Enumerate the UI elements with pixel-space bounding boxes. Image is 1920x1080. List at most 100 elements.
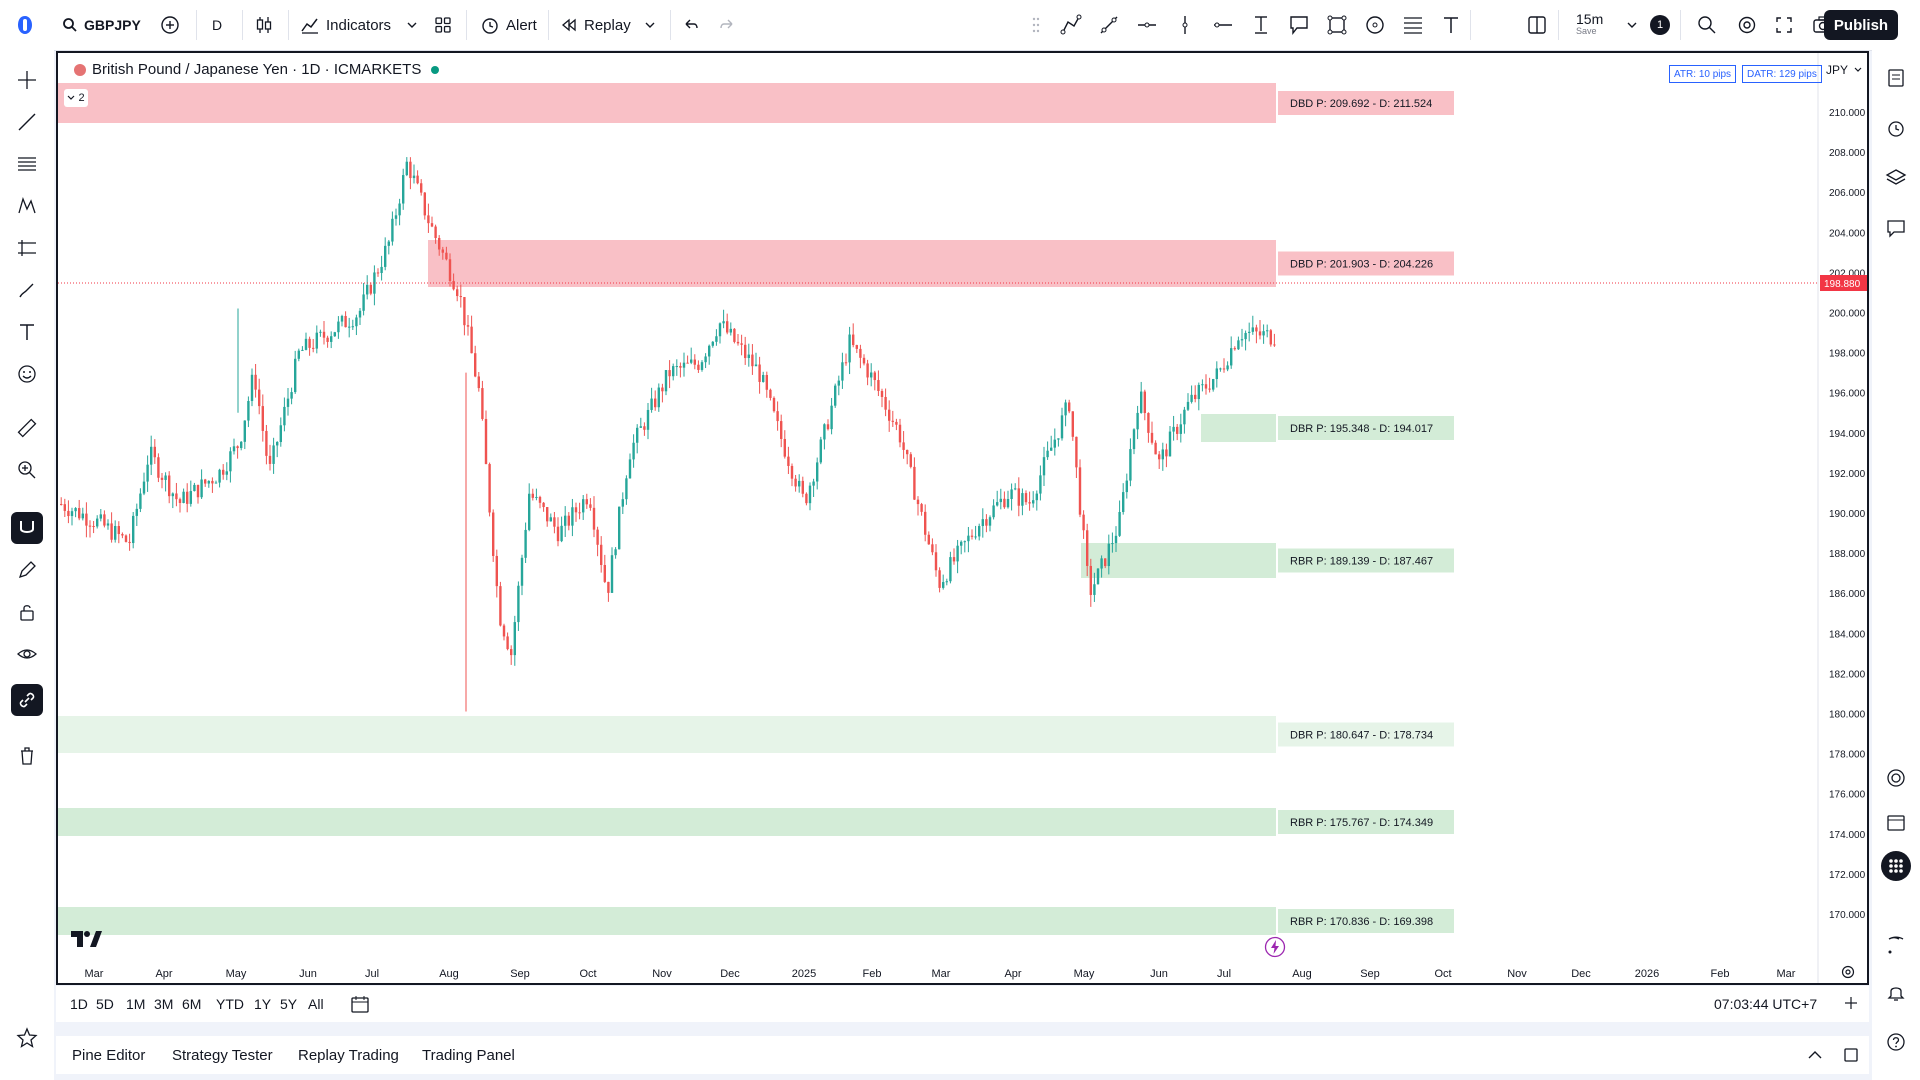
layout-icon[interactable] — [1526, 11, 1548, 39]
target-icon[interactable] — [1880, 762, 1912, 794]
templates-button[interactable] — [434, 11, 452, 39]
zoom-in-icon[interactable] — [11, 454, 43, 486]
magnet-icon[interactable] — [11, 512, 43, 544]
alert-button[interactable]: Alert — [480, 11, 537, 39]
range-button-1d[interactable]: 1D — [70, 996, 88, 1012]
path-tool-icon[interactable] — [1060, 11, 1082, 39]
text-tool-icon[interactable] — [1440, 11, 1462, 39]
fullscreen-icon[interactable] — [1774, 11, 1794, 39]
eye-icon[interactable] — [11, 638, 43, 670]
watchlist-star-icon[interactable] — [11, 1022, 43, 1054]
pattern-tool-icon[interactable] — [11, 190, 43, 222]
candles-icon — [254, 15, 274, 35]
zone-rect[interactable] — [428, 240, 1276, 287]
redo-button[interactable] — [718, 11, 736, 39]
apps-grid-icon[interactable] — [1880, 850, 1912, 882]
alerts-clock-icon[interactable] — [1880, 112, 1912, 144]
symbol-search[interactable]: GBPJPY — [62, 11, 141, 39]
lock-icon[interactable] — [11, 596, 43, 628]
zone-rect[interactable] — [58, 808, 1276, 836]
range-button-5y[interactable]: 5Y — [280, 996, 298, 1012]
watchlist-icon[interactable] — [1880, 62, 1912, 94]
zone-rect[interactable] — [1201, 414, 1276, 442]
fib-tool-icon[interactable] — [11, 148, 43, 180]
forecast-tool-icon[interactable] — [11, 232, 43, 264]
emoji-icon[interactable] — [11, 358, 43, 390]
calendar-icon[interactable] — [1880, 806, 1912, 838]
horizontal-line-icon[interactable] — [1212, 11, 1234, 39]
vertical-line-icon[interactable] — [1174, 11, 1196, 39]
range-button-1y[interactable]: 1Y — [254, 996, 272, 1012]
settings-icon[interactable] — [1736, 11, 1758, 39]
axis-settings-icon[interactable] — [1841, 965, 1855, 984]
range-button-6m[interactable]: 6M — [182, 996, 202, 1012]
interval-button[interactable]: D — [212, 17, 223, 33]
text-tool-icon[interactable] — [11, 316, 43, 348]
candle-body — [103, 514, 106, 526]
zone-rect[interactable] — [58, 83, 1276, 123]
maximize-panel-icon[interactable] — [1842, 1046, 1860, 1069]
ruler-icon[interactable] — [11, 412, 43, 444]
chat-icon[interactable] — [1880, 212, 1912, 244]
range-button-ytd[interactable]: YTD — [216, 996, 244, 1012]
candle-body — [747, 354, 750, 359]
indicators-dropdown[interactable] — [406, 11, 418, 39]
crosshair-icon[interactable] — [11, 64, 43, 96]
crosshair-toggle-icon[interactable] — [1842, 994, 1860, 1017]
callout-icon[interactable] — [1288, 11, 1310, 39]
brush-tool-icon[interactable] — [11, 274, 43, 306]
circle-icon[interactable] — [1364, 11, 1386, 39]
link-icon[interactable] — [11, 684, 43, 716]
tab-strategy-tester[interactable]: Strategy Tester — [172, 1047, 273, 1064]
help-icon[interactable] — [1880, 1026, 1912, 1058]
undo-button[interactable] — [682, 11, 700, 39]
tab-pine-editor[interactable]: Pine Editor — [72, 1047, 146, 1064]
lightning-event-icon[interactable] — [1264, 936, 1286, 963]
chart-canvas[interactable]: DBD P: 209.692 - D: 211.524 DBD P: 201.90… — [58, 53, 1867, 983]
compare-button[interactable] — [160, 11, 180, 39]
zone-rect[interactable] — [58, 907, 1276, 935]
zone-rect[interactable] — [58, 716, 1276, 753]
range-button-all[interactable]: All — [308, 996, 324, 1012]
notifications-badge[interactable]: 1 — [1650, 11, 1670, 39]
indicators-button[interactable]: Indicators — [300, 11, 391, 39]
range-button-3m[interactable]: 3M — [154, 996, 174, 1012]
horizontal-ray-icon[interactable] — [1136, 11, 1158, 39]
tab-trading-panel[interactable]: Trading Panel — [422, 1047, 515, 1064]
goto-date-icon[interactable] — [350, 994, 370, 1019]
trend-line-tool-icon[interactable] — [11, 106, 43, 138]
chevron-up-icon[interactable] — [1806, 1046, 1824, 1069]
undo-icon — [682, 16, 700, 34]
tab-replay-trading[interactable]: Replay Trading — [298, 1047, 399, 1064]
zone-rect[interactable] — [1081, 543, 1276, 578]
rectangle-icon[interactable] — [1326, 11, 1348, 39]
replay-dropdown[interactable] — [644, 11, 656, 39]
drag-handle-icon[interactable] — [1032, 11, 1040, 39]
range-button-1m[interactable]: 1M — [126, 996, 146, 1012]
quick-search-icon[interactable] — [1696, 11, 1718, 39]
chart-type-button[interactable] — [254, 11, 274, 39]
timeframe-save-button[interactable]: 15m Save — [1576, 11, 1604, 36]
logo-icon[interactable] — [14, 11, 36, 39]
stay-drawing-icon[interactable] — [11, 554, 43, 586]
collapse-indicators-toggle[interactable]: 2 — [64, 89, 88, 107]
chart-pane[interactable]: DBD P: 209.692 - D: 211.524 DBD P: 201.90… — [56, 51, 1869, 985]
text-anchor-icon[interactable] — [1250, 11, 1272, 39]
publish-button[interactable]: Publish — [1824, 10, 1898, 40]
candle-body — [1183, 409, 1186, 425]
trash-icon[interactable] — [11, 740, 43, 772]
utc-clock[interactable]: 07:03:44 UTC+7 — [1714, 996, 1818, 1012]
layers-icon[interactable] — [1880, 162, 1912, 194]
range-button-5d[interactable]: 5D — [96, 996, 114, 1012]
trend-line-icon[interactable] — [1098, 11, 1120, 39]
replay-button[interactable]: Replay — [560, 11, 631, 39]
timeframe-dropdown[interactable] — [1626, 11, 1638, 39]
fib-retracement-icon[interactable] — [1402, 11, 1424, 39]
candle-body — [592, 507, 596, 530]
signal-icon[interactable] — [1880, 930, 1912, 962]
candle-body — [110, 523, 113, 540]
candle-body — [1168, 431, 1172, 457]
bell-icon[interactable] — [1880, 976, 1912, 1008]
price-axis-label: 202.000 — [1829, 268, 1866, 279]
currency-selector[interactable]: JPY — [1826, 63, 1863, 77]
